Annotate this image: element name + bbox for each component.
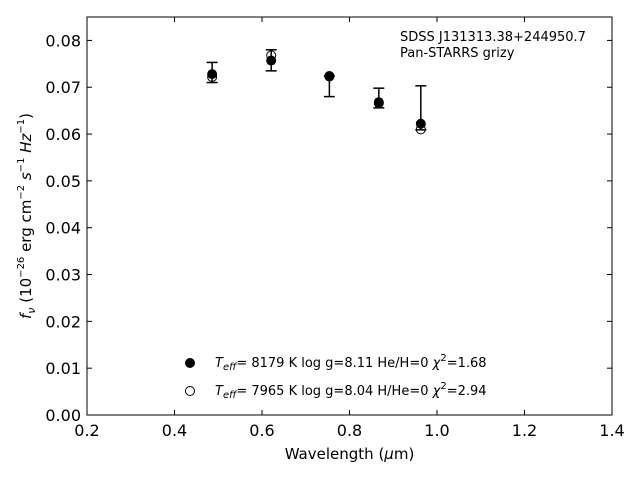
model-point-open <box>324 71 335 82</box>
x-tick-label: 0.6 <box>249 421 274 440</box>
model-point-open <box>415 124 426 135</box>
plot-frame <box>86 16 613 416</box>
model-point-open <box>373 98 384 109</box>
model-point-open <box>207 71 218 82</box>
y-tick-label: 0.02 <box>45 312 81 331</box>
model-point-filled <box>266 55 277 66</box>
model-point-filled <box>415 118 426 129</box>
x-tick-label: 1.4 <box>599 421 624 440</box>
annotation-survey: Pan-STARRS grizy <box>400 46 515 61</box>
y-tick-label: 0.06 <box>45 125 81 144</box>
model-point-open <box>266 50 277 61</box>
y-tick-label: 0.04 <box>45 219 81 238</box>
legend-marker-open <box>185 386 195 396</box>
y-tick-label: 0.03 <box>45 266 81 285</box>
y-tick-label: 0.08 <box>45 31 81 50</box>
y-tick-label: 0.01 <box>45 359 81 378</box>
x-tick-label: 0.8 <box>337 421 362 440</box>
y-tick-label: 0.07 <box>45 78 81 97</box>
model-point-filled <box>207 69 218 80</box>
x-tick-label: 0.4 <box>162 421 187 440</box>
x-tick-label: 1.0 <box>424 421 449 440</box>
y-tick-label: 0.05 <box>45 172 81 191</box>
legend: Teff= 8179 K log g=8.11 He/H=0 χ2=1.68 T… <box>185 353 487 401</box>
legend-entry-1: Teff= 8179 K log g=8.11 He/H=0 χ2=1.68 <box>215 353 487 373</box>
legend-marker-filled <box>185 358 195 368</box>
x-tick-label: 1.2 <box>512 421 537 440</box>
x-axis-label: Wavelength (μm) <box>285 445 415 463</box>
annotation-object-name: SDSS J131313.38+244950.7 <box>400 30 586 45</box>
axis-ticks: 0.2 0.4 0.6 0.8 1.0 1.2 1.4 0.00 0.01 0.02 0.03 0.0… <box>45 17 625 440</box>
chart-marks <box>206 49 427 135</box>
legend-entry-2: Teff= 7965 K log g=8.04 H/He=0 χ2=2.94 <box>215 381 487 401</box>
y-tick-label: 0.00 <box>45 406 81 425</box>
x-tick-label: 0.2 <box>74 421 99 440</box>
y-axis-label: fν (10−26 erg cm−2 s−1 Hz−1) <box>16 113 38 319</box>
